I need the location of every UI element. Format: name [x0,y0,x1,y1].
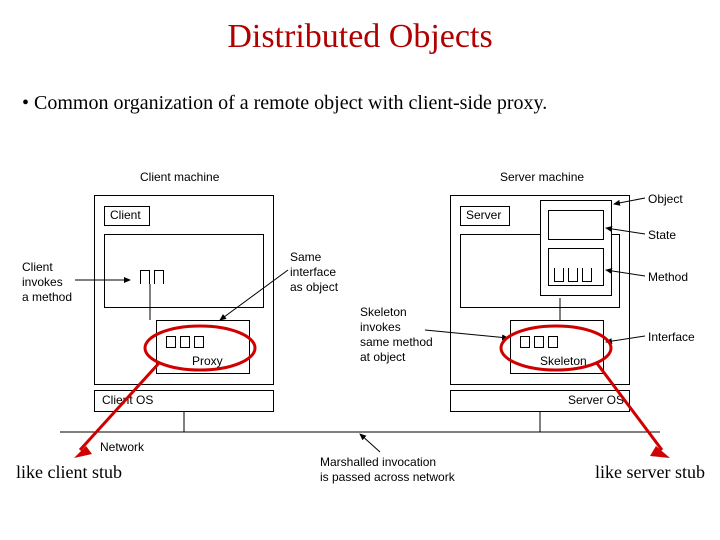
client-invokes-label: Client invokes a method [22,260,72,305]
server-os-label: Server OS [568,393,624,408]
client-machine-label: Client machine [140,170,219,185]
client-inner-box [104,234,264,308]
marshalled-label: Marshalled invocation is passed across n… [320,455,455,485]
method-bar2 [568,268,578,282]
state-label: State [648,228,676,243]
proxy-bar2 [180,336,190,348]
server-machine-label: Server machine [500,170,584,185]
client-ifbar1 [140,270,150,284]
method-label: Method [648,270,688,285]
proxy-bar1 [166,336,176,348]
proxy-bar3 [194,336,204,348]
state-box [548,210,604,240]
diagram-area: Client machine Server machine Client Ser… [20,150,700,490]
proxy-label: Proxy [192,354,223,369]
same-interface-label: Same interface as object [290,250,338,295]
skel-bar2 [534,336,544,348]
object-label: Object [648,192,683,207]
like-server-stub-annot: like server stub [595,462,705,483]
server-label: Server [466,208,501,223]
skel-bar3 [548,336,558,348]
skeleton-invokes-label: Skeleton invokes same method at object [360,305,433,365]
like-client-stub-annot: like client stub [16,462,122,483]
method-bar3 [582,268,592,282]
bullet-text: Common organization of a remote object w… [22,92,547,115]
client-ifbar2 [154,270,164,284]
skel-bar1 [520,336,530,348]
client-os-label: Client OS [102,393,153,408]
skeleton-label: Skeleton [540,354,587,369]
page-title: Distributed Objects [0,18,720,56]
client-label: Client [110,208,141,223]
method-bar1 [554,268,564,282]
interface-label: Interface [648,330,695,345]
network-label: Network [100,440,144,455]
